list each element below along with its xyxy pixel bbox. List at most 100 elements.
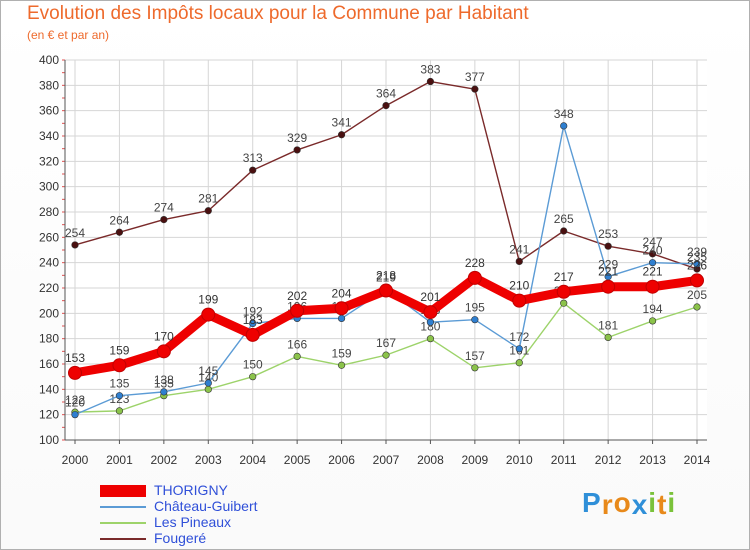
series-fougere: 254 264 274 281 313 329 341 364 383 377 241 265 253 2… [65,63,707,273]
data-point [293,146,301,154]
x-tick-label: 2014 [684,453,711,467]
data-point [423,305,438,320]
x-tick-label: 2008 [417,453,444,467]
data-point [515,345,523,353]
data-point [556,284,571,299]
data-point [560,299,568,307]
data-label: 205 [687,288,707,302]
data-label: 265 [554,212,574,226]
legend-swatch-les-pineaux [100,522,146,524]
data-point [71,411,79,419]
data-point [204,207,212,215]
data-point [160,216,168,224]
data-label: 235 [687,250,707,264]
data-point [648,259,657,267]
data-point [471,85,479,93]
x-tick-label: 2011 [551,453,577,467]
y-tick-label: 200 [39,306,59,320]
legend-label-thorigny: THORIGNY [154,482,228,498]
data-label: 157 [465,349,485,363]
data-label: 247 [643,235,663,249]
data-label: 217 [554,270,574,284]
data-point [515,257,523,266]
x-tick-label: 2001 [106,453,133,467]
data-label: 239 [687,245,707,259]
data-point [160,388,168,396]
data-label: 210 [509,279,529,293]
data-point [426,318,435,326]
data-label: 159 [332,346,352,360]
data-label: 221 [643,265,663,279]
y-tick-label: 140 [39,382,59,396]
data-point [201,307,216,322]
y-tick-label: 340 [39,129,59,143]
data-label: 264 [109,213,129,227]
data-point [115,228,124,236]
data-label: 166 [287,337,307,351]
data-point [690,273,704,288]
data-label: 254 [65,226,85,240]
data-label: 194 [643,302,663,316]
data-label: 138 [154,373,174,387]
logo-letter: i [667,487,677,518]
data-point [648,250,657,258]
y-tick-label: 400 [39,53,59,67]
data-point [604,242,612,250]
chart-title: Evolution des Impôts locaux pour la Comm… [27,3,529,24]
data-point [601,279,616,294]
data-label: 180 [420,320,440,334]
data-label: 313 [243,151,263,165]
proxiti-logo: Proxiti [582,487,677,520]
data-point [515,359,523,367]
x-tick-label: 2013 [639,453,666,467]
x-tick-label: 2000 [62,453,89,467]
legend-label-chateau-guibert: Château-Guibert [154,498,258,514]
logo-letter: o [613,487,632,518]
data-label: 377 [465,70,485,84]
data-point [112,358,127,373]
data-label: 226 [687,258,707,272]
y-tick-label: 380 [39,78,59,92]
data-point [337,314,346,323]
data-point [379,283,393,298]
legend-label-les-pineaux: Les Pineaux [154,514,232,530]
data-label: 159 [109,343,129,357]
data-label: 341 [332,116,352,130]
data-label: 329 [287,131,307,145]
data-label: 281 [198,192,218,206]
x-tick-label: 2010 [506,453,533,467]
data-point [426,335,435,343]
logo-letter: t [657,489,668,520]
y-tick-label: 300 [39,180,59,194]
data-label: 201 [420,290,440,304]
data-label: 204 [332,286,352,300]
data-label: 241 [509,242,529,256]
legend-swatch-fougere [100,538,146,540]
x-tick-label: 2009 [462,453,489,467]
data-label: 150 [243,358,263,372]
data-point [693,303,701,311]
data-point [290,303,305,318]
data-point [204,379,212,387]
data-point [156,344,171,359]
legend-label-fougere: Fougeré [154,530,207,546]
data-point [337,131,346,139]
y-tick-label: 180 [39,332,59,346]
y-tick-label: 160 [39,357,59,371]
data-point [334,301,349,316]
data-point [560,227,568,235]
data-label: 145 [198,364,218,378]
y-tick-label: 100 [39,433,59,447]
y-tick-label: 220 [39,281,59,295]
x-tick-label: 2004 [239,453,266,467]
data-point [382,101,390,110]
logo-letter: i [648,487,658,518]
data-label: 120 [65,396,85,410]
data-point [426,77,435,86]
data-label: 228 [465,256,485,270]
legend-swatch-thorigny [100,485,146,497]
data-label: 202 [287,289,307,303]
x-tick-label: 2003 [195,453,222,467]
